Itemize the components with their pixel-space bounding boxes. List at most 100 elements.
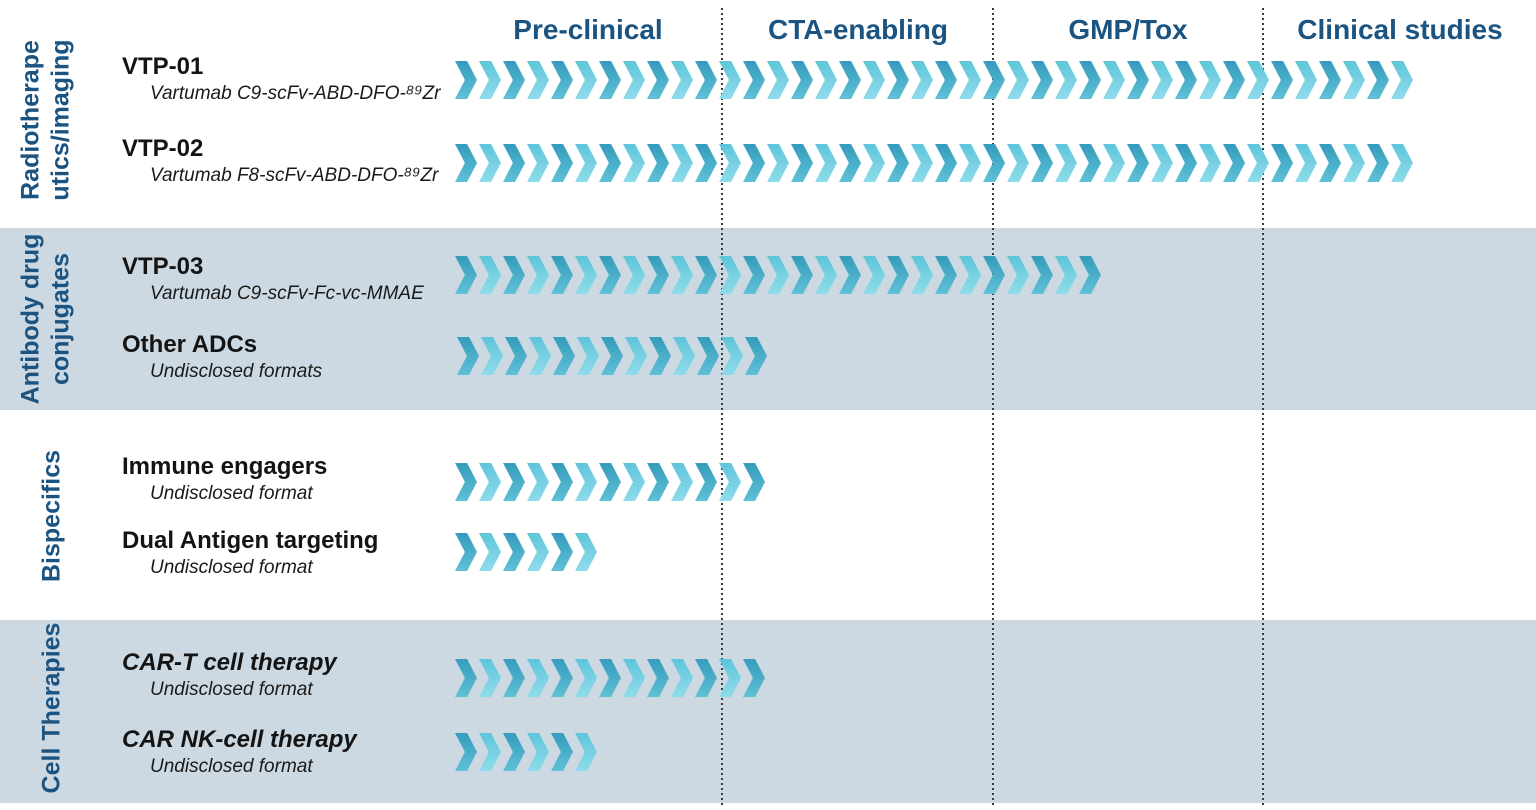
chevron-icon bbox=[719, 659, 741, 697]
chevron-icon bbox=[935, 144, 957, 182]
chevron-icon bbox=[743, 256, 765, 294]
chevron-icon bbox=[839, 61, 861, 99]
program-subtitle: Vartumab C9-scFv-Fc-vc-MMAE bbox=[150, 283, 424, 305]
chevron-icon bbox=[1271, 61, 1293, 99]
chevron-icon bbox=[1367, 61, 1389, 99]
chevron-icon bbox=[649, 337, 671, 375]
program-title: CAR NK-cell therapy bbox=[122, 726, 357, 753]
chevron-icon bbox=[983, 61, 1005, 99]
chevron-icon bbox=[719, 256, 741, 294]
chevron-icon bbox=[527, 733, 549, 771]
chevron-icon bbox=[551, 144, 573, 182]
progress-arrow-dual-antigen-targeting bbox=[455, 533, 599, 571]
chevron-icon bbox=[1391, 144, 1413, 182]
program-subtitle: Vartumab F8-scFv-ABD-DFO-⁸⁹Zr bbox=[150, 165, 439, 187]
chevron-icon bbox=[1031, 61, 1053, 99]
program-row-other-adcs: Other ADCs Undisclosed formats bbox=[122, 331, 323, 383]
program-title: VTP-02 bbox=[122, 135, 204, 162]
program-row-vtp-03: VTP-03 Vartumab C9-scFv-Fc-vc-MMAE bbox=[122, 253, 424, 305]
program-row-vtp-02: VTP-02 Vartumab F8-scFv-ABD-DFO-⁸⁹Zr bbox=[122, 135, 439, 187]
chevron-icon bbox=[1007, 256, 1029, 294]
chevron-icon bbox=[479, 533, 501, 571]
chevron-icon bbox=[479, 733, 501, 771]
progress-arrow-immune-engagers bbox=[455, 463, 767, 501]
chevron-icon bbox=[1007, 144, 1029, 182]
chevron-icon bbox=[983, 256, 1005, 294]
chevron-icon bbox=[863, 144, 885, 182]
chevron-icon bbox=[599, 463, 621, 501]
chevron-icon bbox=[479, 463, 501, 501]
stage-divider-1 bbox=[721, 8, 723, 806]
progress-arrow-vtp-01 bbox=[455, 61, 1415, 99]
chevron-icon bbox=[695, 61, 717, 99]
program-subtitle: Vartumab C9-scFv-ABD-DFO-⁸⁹Zr bbox=[150, 83, 441, 105]
chevron-icon bbox=[527, 144, 549, 182]
chevron-icon bbox=[551, 463, 573, 501]
group-label-radiotherapeutics-imaging: Radiotherape utics/imaging bbox=[17, 39, 76, 200]
program-row-immune-engagers: Immune engagers Undisclosed format bbox=[122, 453, 327, 505]
chevron-icon bbox=[671, 463, 693, 501]
program-row-car-t-cell-therapy: CAR-T cell therapy Undisclosed format bbox=[122, 649, 337, 701]
chevron-icon bbox=[503, 533, 525, 571]
chevron-icon bbox=[479, 256, 501, 294]
chevron-icon bbox=[1271, 144, 1293, 182]
chevron-icon bbox=[1175, 61, 1197, 99]
stage-divider-3 bbox=[1262, 8, 1264, 806]
chevron-icon bbox=[1055, 61, 1077, 99]
chevron-icon bbox=[695, 144, 717, 182]
chevron-icon bbox=[647, 61, 669, 99]
chevron-icon bbox=[743, 659, 765, 697]
chevron-icon bbox=[935, 61, 957, 99]
chevron-icon bbox=[505, 337, 527, 375]
chevron-icon bbox=[623, 61, 645, 99]
group-label-line: Antibody drug bbox=[16, 233, 45, 405]
chevron-icon bbox=[623, 144, 645, 182]
chevron-icon bbox=[479, 659, 501, 697]
program-subtitle: Undisclosed format bbox=[150, 557, 313, 579]
chevron-icon bbox=[1079, 61, 1101, 99]
chevron-icon bbox=[527, 61, 549, 99]
program-subtitle: Undisclosed formats bbox=[150, 361, 323, 383]
chevron-icon bbox=[671, 61, 693, 99]
chevron-icon bbox=[815, 256, 837, 294]
chevron-icon bbox=[575, 256, 597, 294]
chevron-icon bbox=[479, 144, 501, 182]
chevron-icon bbox=[767, 256, 789, 294]
chevron-icon bbox=[623, 256, 645, 294]
chevron-icon bbox=[839, 144, 861, 182]
chevron-icon bbox=[647, 256, 669, 294]
chevron-icon bbox=[457, 337, 479, 375]
chevron-icon bbox=[575, 533, 597, 571]
chevron-icon bbox=[479, 61, 501, 99]
chevron-icon bbox=[577, 337, 599, 375]
group-label-line: Bispecifics bbox=[37, 449, 66, 583]
chevron-icon bbox=[983, 144, 1005, 182]
chevron-icon bbox=[1319, 144, 1341, 182]
chevron-icon bbox=[863, 256, 885, 294]
chevron-icon bbox=[575, 463, 597, 501]
program-subtitle: Undisclosed format bbox=[150, 679, 313, 701]
program-title: VTP-03 bbox=[122, 253, 204, 280]
chevron-icon bbox=[1343, 144, 1365, 182]
chevron-icon bbox=[671, 659, 693, 697]
chevron-icon bbox=[551, 256, 573, 294]
program-title: Other ADCs bbox=[122, 331, 258, 358]
chevron-icon bbox=[791, 256, 813, 294]
stage-header-clinical-studies: Clinical studies bbox=[1297, 14, 1503, 45]
chevron-icon bbox=[551, 659, 573, 697]
band-cell-therapies bbox=[0, 620, 1536, 803]
chevron-icon bbox=[1151, 61, 1173, 99]
chevron-icon bbox=[1319, 61, 1341, 99]
chevron-icon bbox=[745, 337, 767, 375]
chevron-icon bbox=[599, 61, 621, 99]
chevron-icon bbox=[673, 337, 695, 375]
chevron-icon bbox=[959, 144, 981, 182]
chevron-icon bbox=[671, 256, 693, 294]
chevron-icon bbox=[1175, 144, 1197, 182]
chevron-icon bbox=[551, 533, 573, 571]
chevron-icon bbox=[959, 256, 981, 294]
chevron-icon bbox=[887, 61, 909, 99]
chevron-icon bbox=[815, 61, 837, 99]
program-title: Dual Antigen targeting bbox=[122, 527, 379, 554]
